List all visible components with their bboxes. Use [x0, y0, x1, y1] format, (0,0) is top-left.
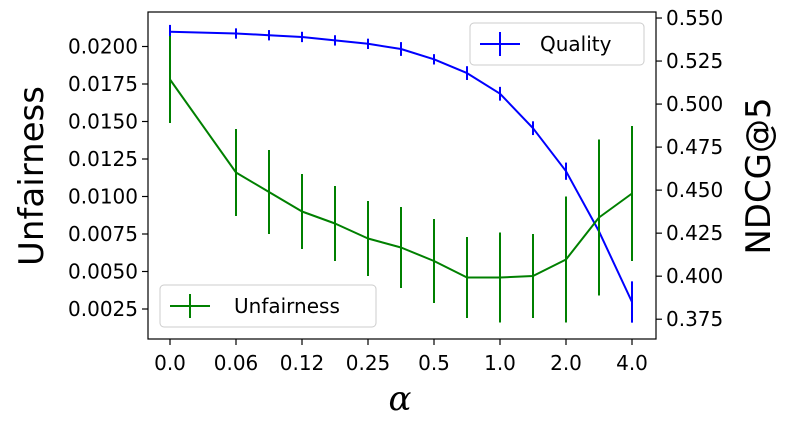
y-left-tick-label: 0.0125 [68, 147, 138, 171]
x-tick-label: 0.06 [214, 351, 259, 375]
y-left-tick-label: 0.0150 [68, 110, 138, 134]
y-right-tick-label: 0.500 [666, 92, 723, 116]
legend-quality-label: Quality [540, 32, 612, 56]
y-right-axis-label: NDCG@5 [739, 97, 779, 254]
y-left-tick-label: 0.0025 [68, 297, 138, 321]
plot-marks [169, 24, 633, 323]
y-left-tick-label: 0.0050 [68, 260, 138, 284]
x-tick-label: 1.0 [484, 351, 516, 375]
y-right-tick-label: 0.475 [666, 135, 723, 159]
x-tick-label: 0.0 [154, 351, 186, 375]
legend-unfairness-label: Unfairness [234, 294, 340, 318]
y-right-tick-label: 0.375 [666, 307, 723, 331]
y-left-axis-label: Unfairness [12, 86, 52, 266]
legend-unfairness: Unfairness [159, 284, 377, 328]
y-left-tick-label: 0.0175 [68, 72, 138, 96]
quality-line [169, 30, 633, 303]
y-right-tick-label: 0.550 [666, 6, 723, 30]
x-tick-label: 4.0 [616, 351, 648, 375]
plot-frame [147, 11, 657, 340]
x-axis-label: α [389, 379, 412, 419]
y-left-tick-label: 0.0075 [68, 222, 138, 246]
y-left-tick-label: 0.0100 [68, 185, 138, 209]
y-right-tick-label: 0.400 [666, 264, 723, 288]
legend-quality: Quality [469, 22, 645, 66]
y-right-tick-label: 0.425 [666, 221, 723, 245]
y-right-tick-label: 0.450 [666, 178, 723, 202]
x-tick-label: 2.0 [550, 351, 582, 375]
x-tick-label: 0.12 [280, 351, 325, 375]
unfairness-line [169, 78, 633, 279]
axis-ticks: 0.0 0.06 0.12 0.25 0.5 1.0 2.0 4.0 0.0025 0.0050 0… [68, 6, 723, 375]
y-left-tick-label: 0.0200 [68, 35, 138, 59]
y-right-tick-label: 0.525 [666, 49, 723, 73]
x-tick-label: 0.5 [418, 351, 450, 375]
x-tick-label: 0.25 [346, 351, 391, 375]
